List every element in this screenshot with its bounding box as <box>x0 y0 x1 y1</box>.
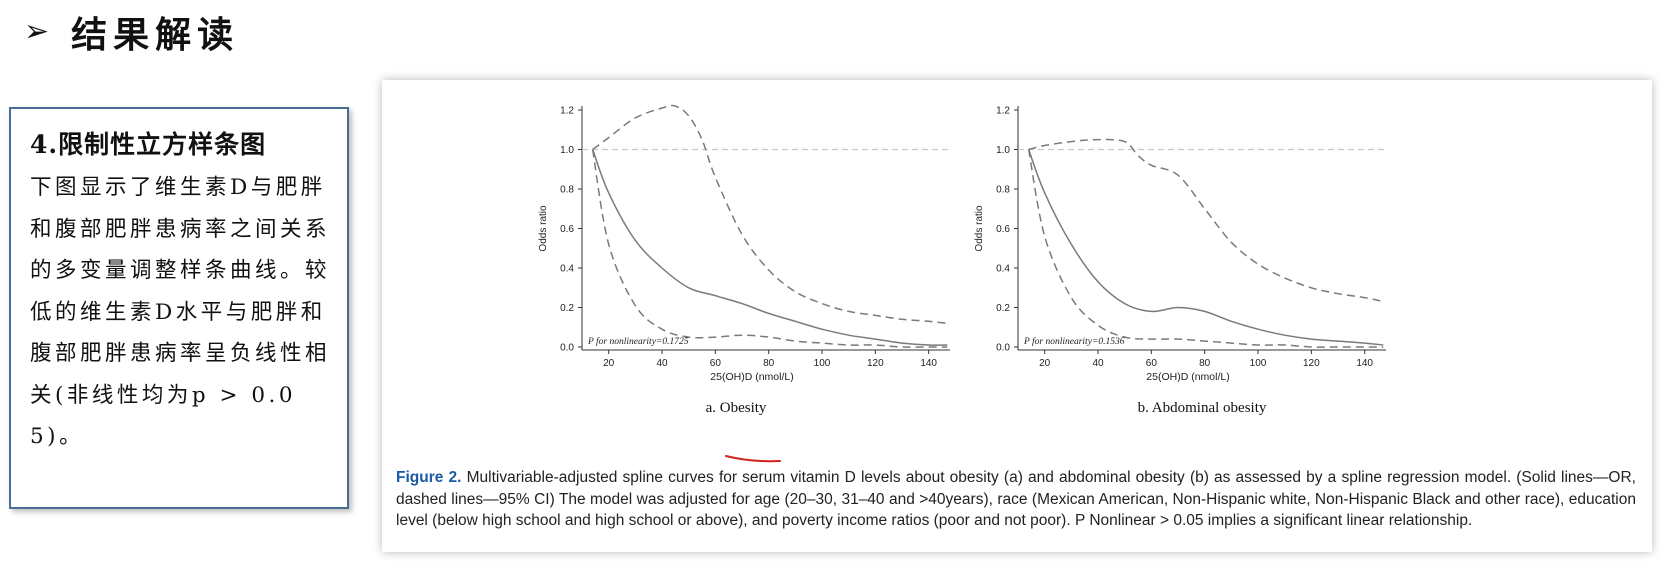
slide-title: 结果解读 <box>71 15 240 56</box>
y-tick-label-b: 0.8 <box>996 185 1010 196</box>
x-tick-label-a: 60 <box>710 358 722 369</box>
x-tick-label-b: 80 <box>1199 358 1211 369</box>
note-body: 下图显示了维生素D与肥胖和腹部肥胖患病率之间关系的多变量调整样条曲线。较低的维生… <box>30 175 331 449</box>
y-tick-label-b: 0.4 <box>996 264 1010 275</box>
or-curve-b-0 <box>1027 149 1384 346</box>
x-tick-label-a: 40 <box>656 358 668 369</box>
y-tick-label-b: 0.0 <box>996 343 1010 354</box>
red-underline-annotation <box>725 455 781 463</box>
spline-figure: 0.0 0.2 0.4 0.6 0.8 1.0 1.2 20 40 60 80 100 120 140 25… <box>538 104 1386 416</box>
y-tick-label-a: 1.2 <box>560 106 574 117</box>
ci-curve-a-2 <box>591 149 948 348</box>
x-tick-label-b: 60 <box>1146 358 1158 369</box>
y-tick-label-a: 0.8 <box>560 185 574 196</box>
figure-caption: Figure 2. Multivariable-adjusted spline … <box>396 467 1636 532</box>
caption-text: Multivariable-adjusted spline curves for… <box>396 469 1636 529</box>
x-axis-title-a: 25(OH)D (nmol/L) <box>710 371 793 383</box>
ci-curve-b-1 <box>1028 138 1384 303</box>
p-nonlinearity-label-b: P for nonlinearity=0.1536 <box>1023 336 1125 347</box>
caption-label: Figure 2. <box>396 469 462 486</box>
y-tick-label-b: 0.6 <box>996 224 1010 235</box>
x-tick-label-a: 120 <box>867 358 884 369</box>
y-tick-label-b: 1.0 <box>996 145 1010 156</box>
x-tick-label-b: 120 <box>1303 358 1320 369</box>
y-tick-label-b: 1.2 <box>996 106 1010 117</box>
y-tick-label-b: 0.2 <box>996 303 1010 314</box>
x-tick-label-b: 40 <box>1092 358 1104 369</box>
y-tick-label-a: 1.0 <box>560 145 574 156</box>
y-axis-title-a: Odds ratio <box>538 205 549 252</box>
arrow-bullet-icon: ➢ <box>24 14 50 49</box>
x-tick-label-a: 100 <box>814 358 831 369</box>
x-axis-title-b: 25(OH)D (nmol/L) <box>1146 371 1229 383</box>
ci-curve-a-1 <box>592 104 948 325</box>
x-tick-label-a: 80 <box>763 358 775 369</box>
p-nonlinearity-label-a: P for nonlinearity=0.1725 <box>587 336 689 347</box>
y-tick-label-a: 0.2 <box>560 303 574 314</box>
x-tick-label-b: 140 <box>1356 358 1373 369</box>
y-tick-label-a: 0.0 <box>560 343 574 354</box>
note-heading: 4.限制性立方样条图 <box>30 130 267 159</box>
x-tick-label-b: 20 <box>1039 358 1051 369</box>
or-curve-a-0 <box>591 149 948 346</box>
x-tick-label-a: 140 <box>920 358 937 369</box>
ci-curve-b-2 <box>1027 149 1384 348</box>
x-tick-label-b: 100 <box>1250 358 1267 369</box>
y-axis-title-b: Odds ratio <box>974 205 985 252</box>
y-tick-label-a: 0.4 <box>560 264 574 275</box>
x-tick-label-a: 20 <box>603 358 615 369</box>
panel-subtitle-a: a. Obesity <box>706 400 767 416</box>
y-tick-label-a: 0.6 <box>560 224 574 235</box>
slide-header: ➢ 结果解读 <box>24 6 239 58</box>
figure-card: 0.0 0.2 0.4 0.6 0.8 1.0 1.2 20 40 60 80 100 120 140 25… <box>382 80 1652 552</box>
interpretation-box: 4.限制性立方样条图 下图显示了维生素D与肥胖和腹部肥胖患病率之间关系的多变量调… <box>9 107 349 509</box>
panel-subtitle-b: b. Abdominal obesity <box>1138 400 1267 416</box>
